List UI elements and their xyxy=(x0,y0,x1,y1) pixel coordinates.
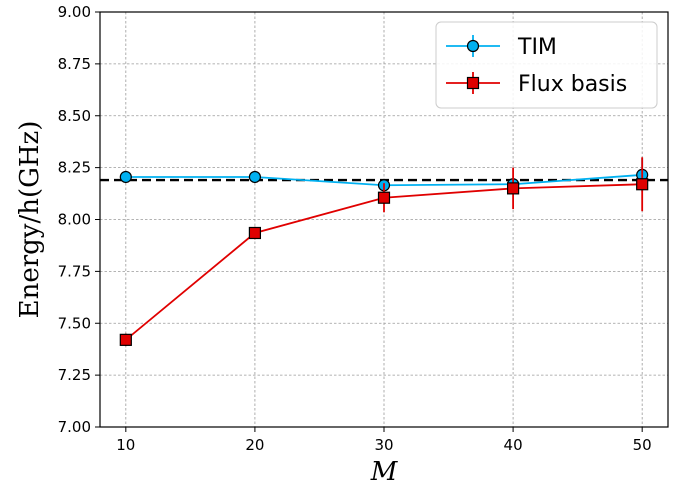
data-point xyxy=(377,191,391,204)
legend: TIM Flux basis xyxy=(435,21,658,109)
legend-label: Flux basis xyxy=(518,72,627,97)
data-point xyxy=(248,226,262,240)
y-tick-label: 8.50 xyxy=(58,107,91,125)
data-point xyxy=(119,170,132,184)
x-tick-label: 40 xyxy=(504,436,523,454)
x-tick-label: 20 xyxy=(245,436,264,454)
series-flux-basis xyxy=(119,157,649,347)
y-tick-label: 7.25 xyxy=(58,366,91,384)
data-point xyxy=(119,333,132,346)
data-point xyxy=(506,182,520,195)
legend-label: TIM xyxy=(517,35,557,60)
x-tick-label: 50 xyxy=(633,436,652,454)
y-tick-label: 7.50 xyxy=(58,314,91,332)
legend-marker-square xyxy=(466,76,480,90)
y-tick-label: 7.00 xyxy=(58,418,91,436)
y-axis-label: Energy/h(GHz) xyxy=(15,121,45,319)
ticks: 10 20 30 40 50 7.00 7.25 7.50 7.75 8.00 8.25 8.50 8.… xyxy=(58,3,652,454)
y-tick-label: 8.00 xyxy=(58,211,91,229)
legend-marker-circle xyxy=(466,39,480,53)
data-point xyxy=(248,170,262,184)
y-tick-label: 7.75 xyxy=(58,262,91,280)
legend-box xyxy=(435,21,658,109)
y-tick-label: 9.00 xyxy=(58,3,91,21)
x-axis-label: M xyxy=(370,457,399,485)
x-tick-label: 10 xyxy=(116,436,135,454)
y-tick-label: 8.75 xyxy=(58,55,91,73)
y-tick-label: 8.25 xyxy=(58,159,91,177)
data-point xyxy=(636,178,649,191)
x-tick-label: 30 xyxy=(374,436,393,454)
series-layer xyxy=(119,157,649,347)
